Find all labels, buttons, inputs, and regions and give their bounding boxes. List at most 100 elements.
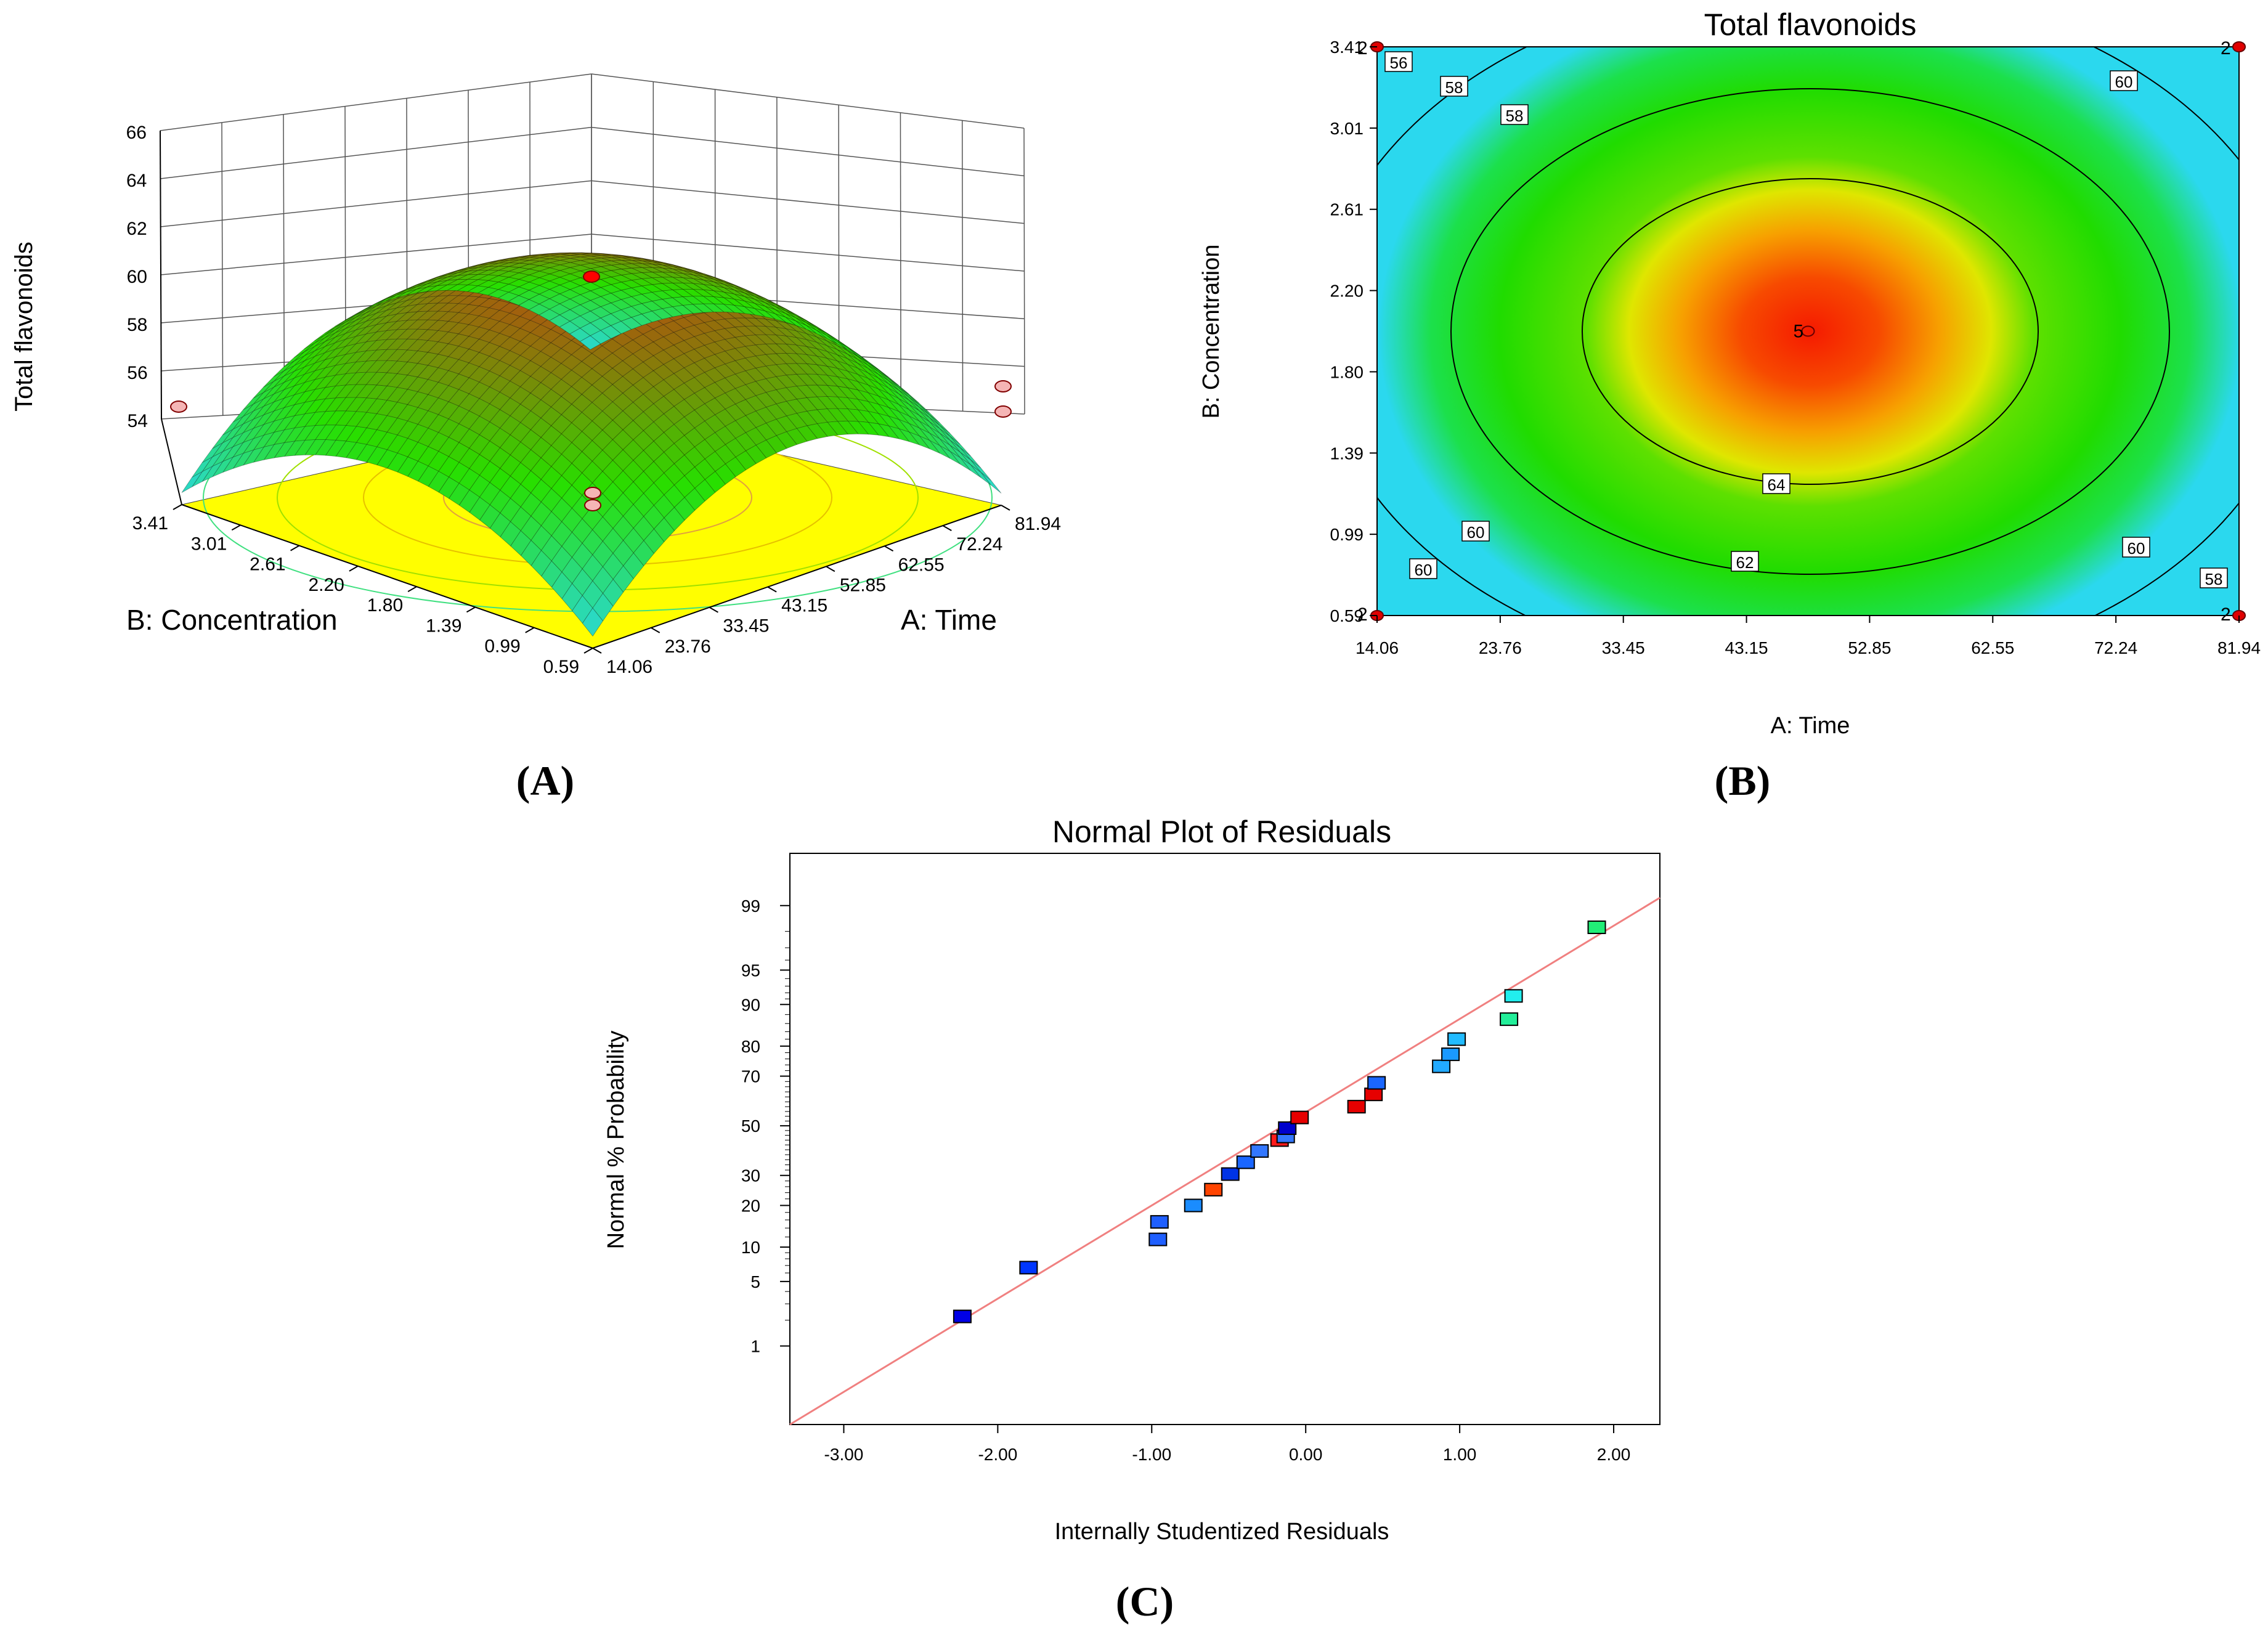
z-tick-label: 56 (127, 363, 147, 383)
y-tick-label: 70 (741, 1067, 760, 1086)
y-tick-label: 10 (741, 1238, 760, 1257)
panel-c-fit-line (789, 896, 1660, 1426)
x-tick-label: 81.94 (1015, 514, 1061, 534)
panel-c-label: (C) (1116, 1578, 1174, 1625)
panel-b-heatmap (1377, 47, 2239, 616)
y-tick-label: 3.41 (132, 513, 168, 534)
center-marker-1 (584, 487, 601, 499)
design-point (2232, 41, 2246, 52)
x-tick-label: -2.00 (978, 1445, 1017, 1464)
x-tick-label: 14.06 (1356, 638, 1399, 657)
x-tick (767, 586, 777, 593)
corner-marker-1 (994, 380, 1012, 392)
corner-marker-3 (170, 400, 187, 413)
contour-label: 56 (1390, 54, 1408, 72)
x-tick-label: -3.00 (824, 1445, 864, 1464)
y-tick-label: 0.59 (1330, 606, 1364, 625)
contour-label: 58 (1445, 78, 1463, 97)
x-tick-label: -1.00 (1132, 1445, 1171, 1464)
y-tick (173, 504, 182, 510)
back-wall-right-hline (591, 234, 1025, 272)
x-tick-label: 23.76 (1479, 638, 1522, 657)
residual-point (1447, 1032, 1466, 1046)
residual-point (1441, 1047, 1460, 1062)
x-tick-label: 14.06 (606, 657, 652, 677)
panel-a-surface-plot: 54 56 58 60 62 64 66 0.59 0.99 1.39 1.80 2.20 2.61 3… (10, 73, 1061, 804)
z-axis-line (161, 418, 182, 505)
y-tick-label: 5 (750, 1272, 760, 1291)
contour-label-box (1440, 76, 1468, 97)
y-tick-label: 1 (750, 1337, 760, 1356)
panel-c-points (953, 921, 1606, 1323)
contour-label: 60 (1415, 561, 1433, 579)
residual-point (1432, 1059, 1451, 1073)
design-point-count: 2 (2221, 604, 2231, 625)
x-tick-label: 52.85 (840, 575, 886, 595)
y-tick-label: 3.01 (191, 534, 227, 554)
residual-point (1150, 1215, 1169, 1229)
contour-level-64 (1582, 178, 2039, 485)
x-tick-label: 43.15 (1725, 638, 1768, 657)
z-tick-label: 62 (126, 219, 147, 239)
x-tick (884, 545, 894, 552)
z-tick-label: 60 (127, 267, 147, 287)
y-tick-label: 2.20 (308, 575, 344, 595)
back-wall-right-hline (591, 73, 1025, 129)
y-tick-label: 95 (741, 961, 760, 980)
residual-point (1290, 1110, 1309, 1124)
x-tick-label: 33.45 (1602, 638, 1645, 657)
back-wall-left-hline (160, 126, 592, 179)
z-tick-label: 66 (126, 123, 147, 143)
peak-marker (583, 270, 600, 283)
back-wall-right-hline (591, 126, 1025, 177)
x-axis-line (592, 505, 1002, 649)
y-tick-label: 2.20 (1330, 282, 1364, 301)
x-tick-label: 81.94 (2217, 638, 2261, 657)
residual-point (1347, 1100, 1366, 1114)
y-tick-label: 1.39 (1330, 444, 1364, 463)
panel-b-y-ticks: 0.59 0.99 1.39 1.80 2.20 2.61 3.01 3.41 (1330, 38, 1377, 625)
residual-point (953, 1309, 972, 1323)
y-tick (525, 627, 535, 633)
panel-b-x-axis-label: A: Time (1771, 713, 1850, 739)
back-wall-left-hline (160, 234, 592, 275)
panel-c-normal-plot: Normal Plot of Residuals 1 5 10 20 30 50 70 80 9… (603, 815, 1660, 1625)
back-wall-left-hline (160, 180, 592, 227)
y-tick-label: 90 (741, 995, 760, 1014)
x-tick-label: 72.24 (956, 534, 1002, 555)
center-marker-2 (584, 499, 601, 511)
panel-b-label: (B) (1715, 757, 1771, 804)
y-tick-label: 20 (741, 1196, 760, 1215)
panel-b-title: Total flavonoids (1704, 7, 1917, 42)
y-tick-label: 1.39 (426, 616, 461, 636)
residual-point (1587, 921, 1606, 935)
panel-c-y-axis-label: Normal % Probability (603, 1031, 629, 1250)
y-tick-label: 3.41 (1330, 38, 1364, 57)
y-tick (290, 545, 300, 551)
x-tick-label: 1.00 (1443, 1445, 1477, 1464)
surface-cell (579, 335, 601, 350)
panel-b-plot-frame (1376, 46, 2240, 616)
y-tick-label: 99 (741, 896, 760, 916)
residual-point (1019, 1261, 1038, 1275)
back-wall-left-hline (160, 73, 592, 131)
contour-label-box (1461, 521, 1490, 542)
panel-c-title: Normal Plot of Residuals (1052, 815, 1391, 849)
panel-a-surface (181, 252, 1002, 637)
design-point (1801, 325, 1815, 337)
z-tick-label: 64 (126, 171, 147, 191)
x-tick (709, 606, 718, 613)
residual-point (1250, 1144, 1269, 1158)
panel-b-contour-labels: 56 58 58 60 60 60 60 62 64 58 (1384, 51, 2228, 588)
design-point-count: 2 (1357, 604, 1368, 625)
contour-label-box (2200, 567, 2228, 588)
corner-marker-2 (994, 405, 1012, 418)
y-tick (407, 586, 417, 593)
panel-c-plot-frame (789, 853, 1660, 1425)
contour-label-box (2122, 537, 2150, 558)
panel-b-contour-lines (1377, 47, 2239, 616)
panel-c-x-axis-label: Internally Studentized Residuals (1055, 1519, 1389, 1545)
panel-a-y-axis-label: B: Concentration (126, 604, 338, 636)
y-tick-label: 0.99 (1330, 525, 1364, 544)
